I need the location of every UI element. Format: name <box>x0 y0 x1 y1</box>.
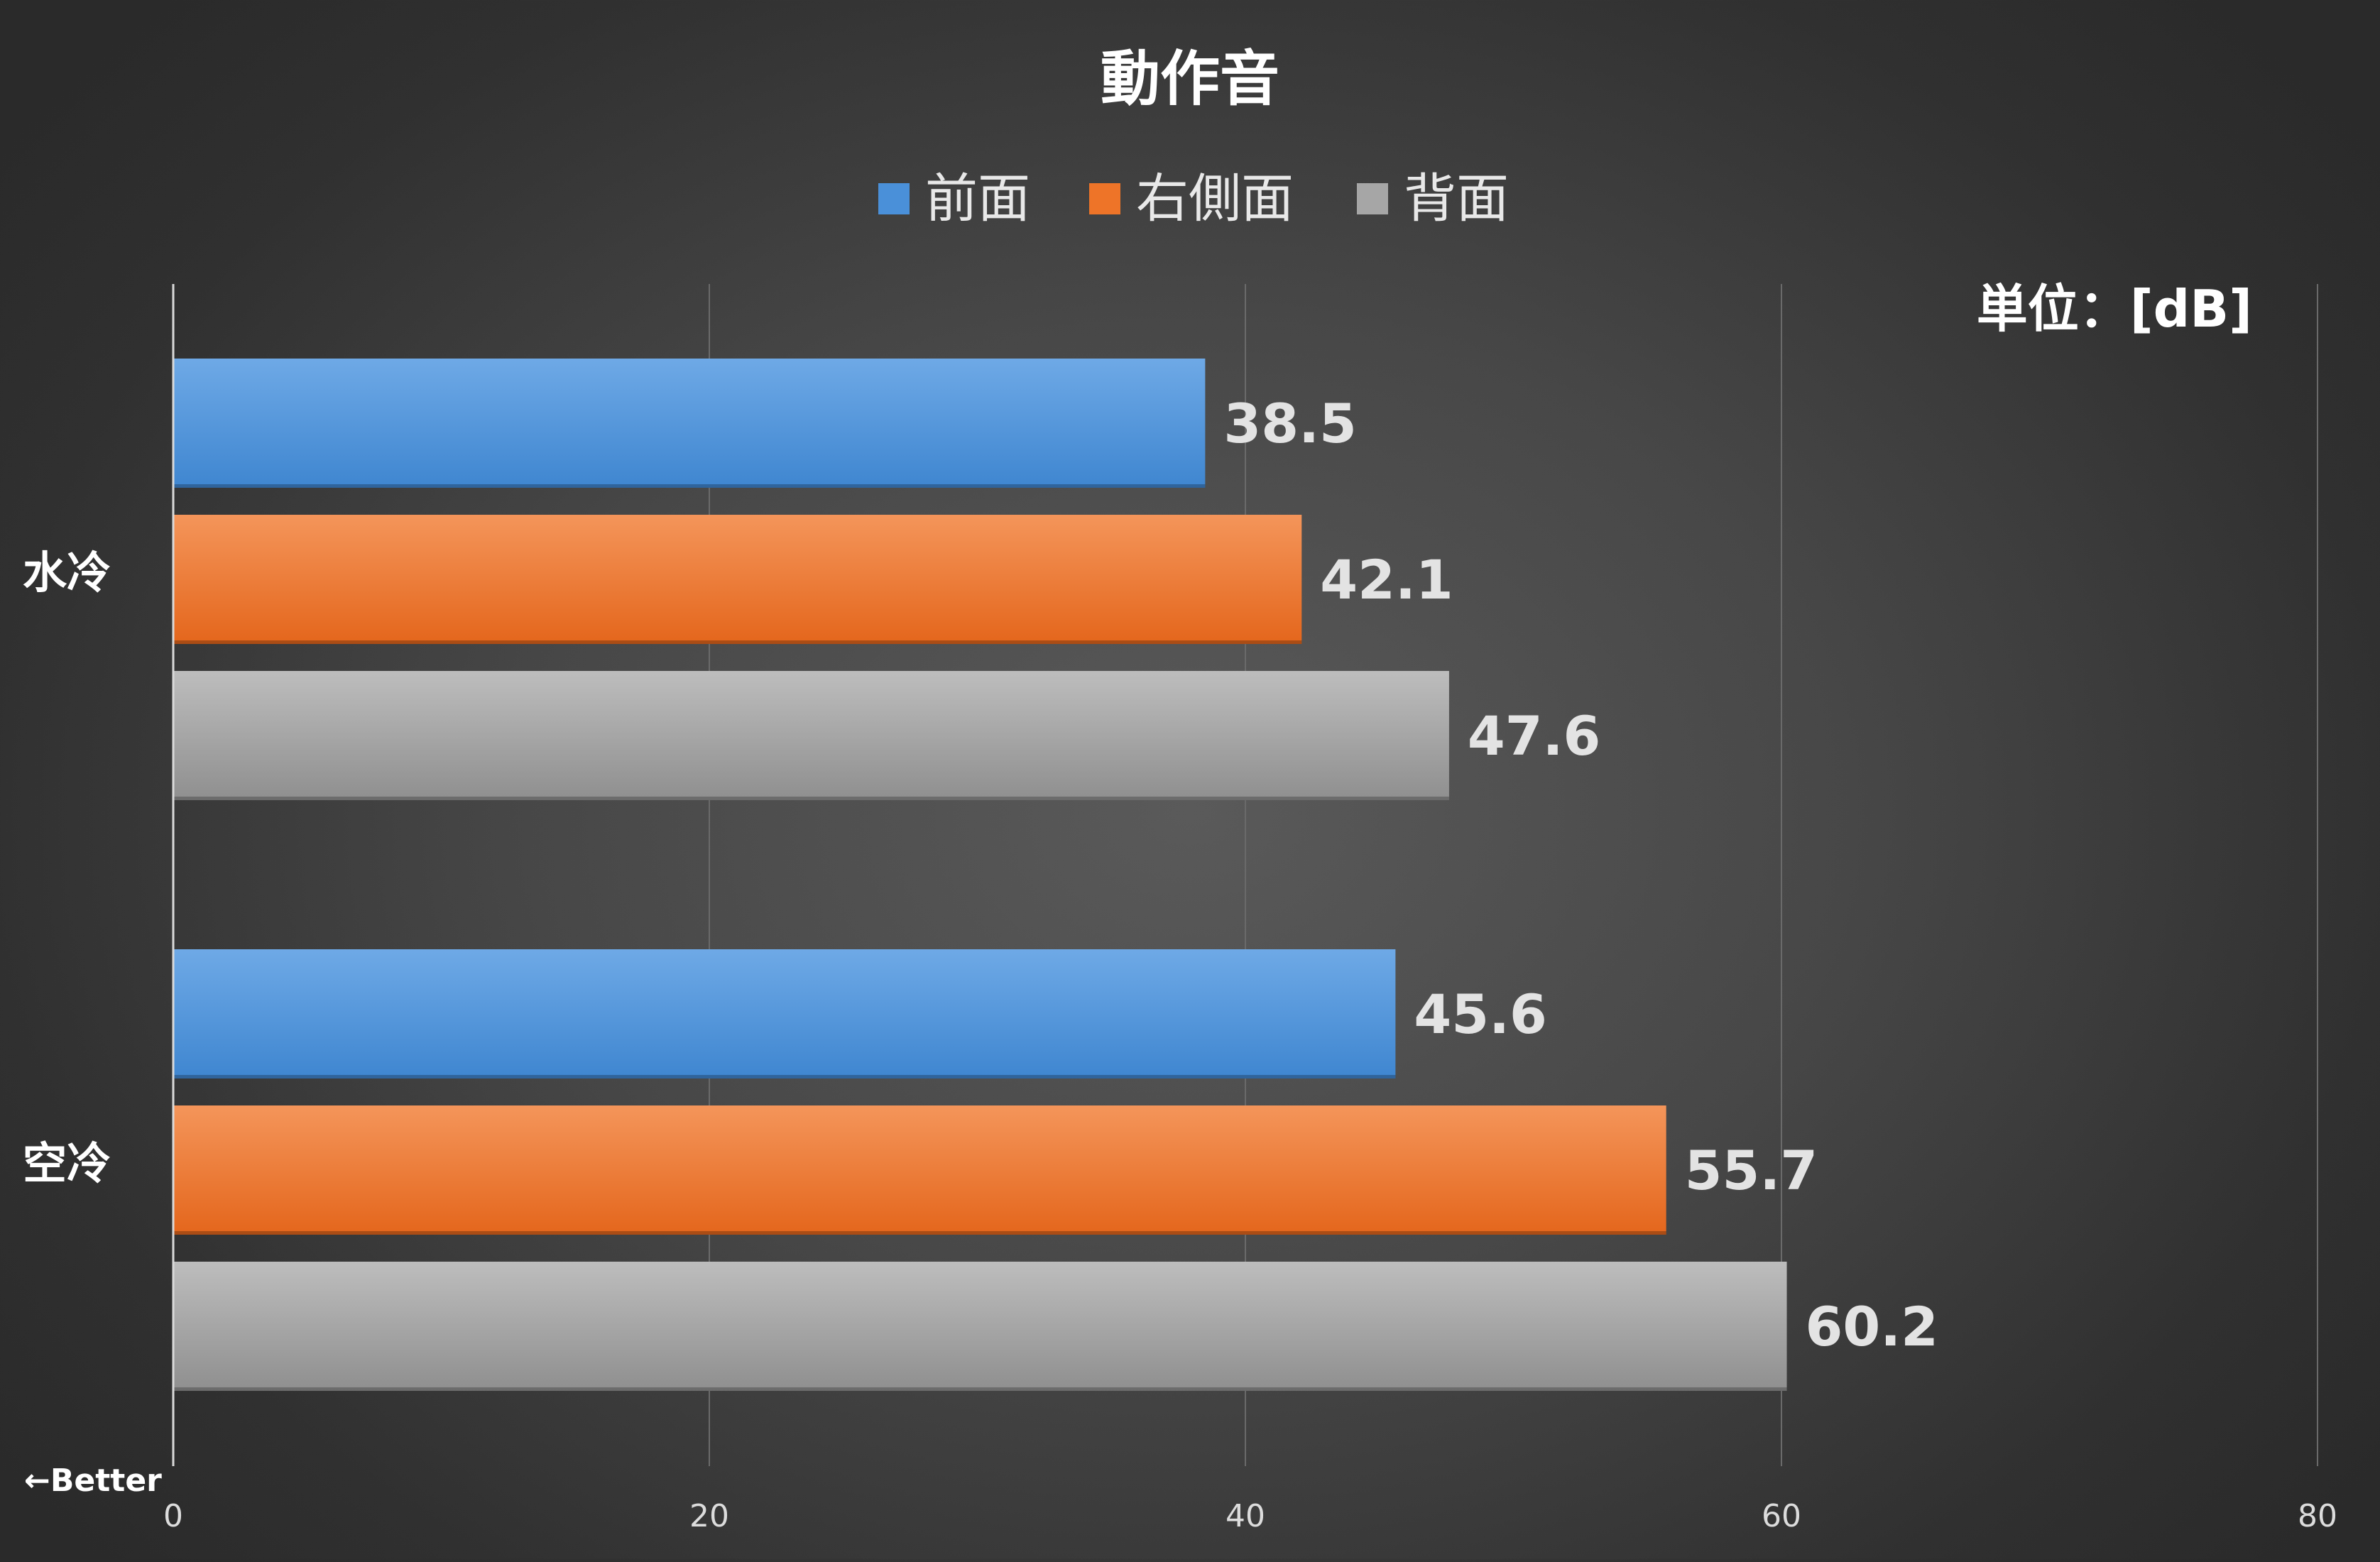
bar-back <box>173 671 1449 800</box>
bar-shadow <box>173 1075 1396 1078</box>
bar-front <box>173 949 1396 1078</box>
chart-title: 動作音 <box>1101 44 1279 114</box>
x-tick-label: 0 <box>163 1498 183 1534</box>
value-label: 60.2 <box>1806 1295 1939 1358</box>
value-label: 47.6 <box>1468 704 1601 768</box>
bar-shadow <box>173 1387 1787 1391</box>
legend-swatch <box>1357 183 1388 214</box>
x-tick-labels: 0 20 40 60 80 <box>163 1498 2337 1534</box>
bar-shadow <box>173 484 1206 488</box>
data-labels: 38.5 42.1 47.6 45.6 55.7 60.2 <box>1223 392 1938 1358</box>
x-tick-label: 20 <box>689 1498 729 1534</box>
legend-label: 前面 <box>925 168 1030 229</box>
unit-label: 単位：[dB] <box>1977 279 2252 339</box>
value-label: 42.1 <box>1320 548 1453 611</box>
bar-front <box>173 359 1206 488</box>
bars <box>173 359 1787 1391</box>
value-label: 55.7 <box>1685 1139 1818 1202</box>
legend-label: 背面 <box>1404 168 1509 229</box>
value-label: 38.5 <box>1223 392 1357 455</box>
x-tick-label: 60 <box>1762 1498 1801 1534</box>
better-direction-note: ←Better <box>24 1463 162 1499</box>
category-label: 空冷 <box>23 1137 111 1189</box>
bar-shadow <box>173 1231 1666 1235</box>
legend-label: 右側面 <box>1136 168 1294 229</box>
bar-right-side <box>173 1105 1666 1235</box>
legend-swatch <box>878 183 910 214</box>
value-label: 45.6 <box>1414 983 1547 1046</box>
legend-swatch <box>1089 183 1120 214</box>
bar-right-side <box>173 515 1302 644</box>
x-tick-label: 40 <box>1226 1498 1265 1534</box>
bar-shadow <box>173 640 1302 644</box>
category-label: 水冷 <box>23 547 111 599</box>
legend: 前面 右側面 背面 <box>878 168 1509 229</box>
bar-shadow <box>173 797 1449 800</box>
bar-back <box>173 1262 1787 1391</box>
x-tick-label: 80 <box>2298 1498 2337 1534</box>
